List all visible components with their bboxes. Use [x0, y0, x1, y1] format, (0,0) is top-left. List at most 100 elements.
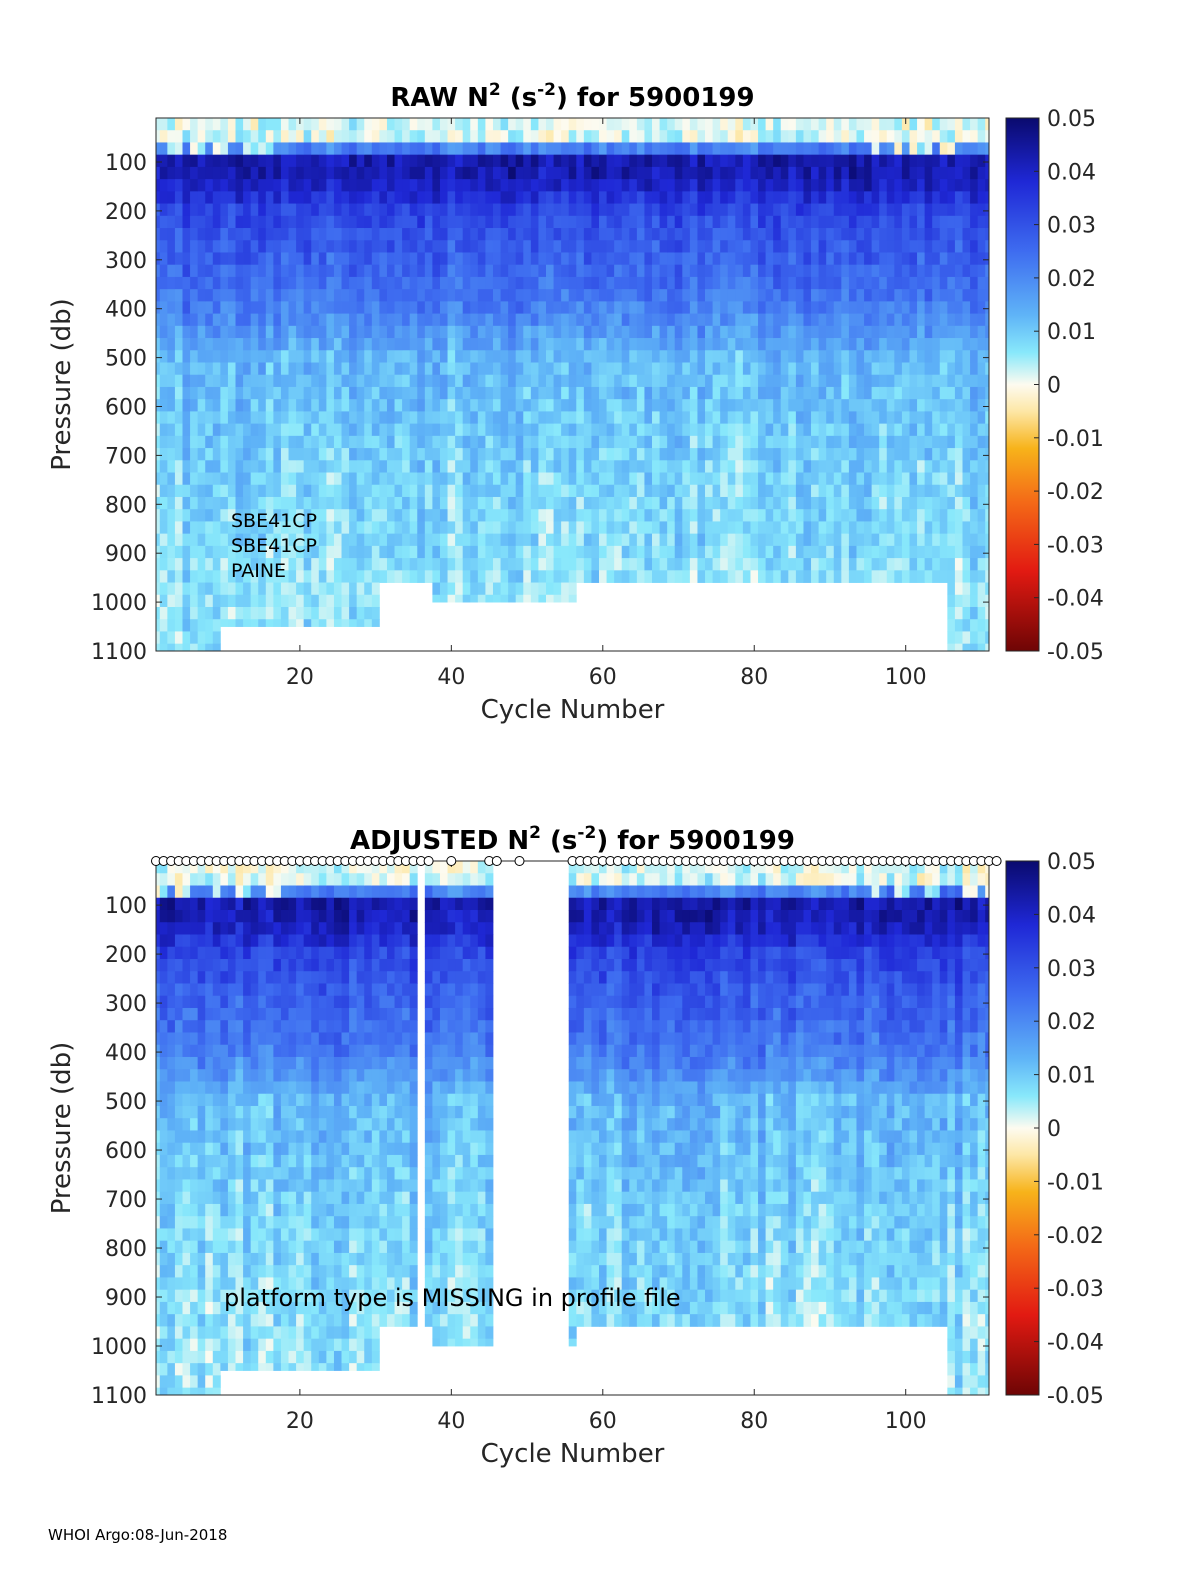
- heatmap-cell: [848, 215, 857, 229]
- heatmap-cell: [356, 509, 365, 522]
- heatmap-cell: [773, 313, 782, 327]
- heatmap-cell: [568, 350, 577, 363]
- heatmap-cell: [212, 606, 221, 620]
- heatmap-cell: [156, 1007, 161, 1021]
- heatmap-cell: [402, 130, 411, 143]
- heatmap-cell: [742, 435, 751, 449]
- heatmap-cell: [485, 350, 494, 363]
- heatmap-cell: [394, 472, 403, 486]
- heatmap-cell: [432, 558, 441, 571]
- heatmap-cell: [659, 118, 668, 131]
- heatmap-cell: [636, 472, 645, 486]
- heatmap-cell: [341, 252, 350, 266]
- heatmap-cell: [205, 533, 214, 547]
- heatmap-cell: [190, 1154, 199, 1168]
- heatmap-cell: [803, 313, 812, 327]
- heatmap-cell: [190, 1363, 199, 1376]
- heatmap-cell: [470, 411, 479, 425]
- heatmap-cell: [174, 350, 183, 363]
- heatmap-cell: [205, 885, 214, 899]
- heatmap-cell: [379, 179, 388, 192]
- heatmap-cell: [326, 166, 335, 180]
- heatmap-cell: [250, 435, 259, 449]
- heatmap-cell: [424, 240, 433, 253]
- heatmap-cell: [705, 558, 713, 571]
- heatmap-cell: [371, 386, 380, 400]
- heatmap-cell: [159, 1118, 168, 1131]
- heatmap-cell: [197, 1228, 206, 1242]
- heatmap-cell: [432, 325, 441, 339]
- heatmap-cell: [288, 594, 297, 608]
- heatmap-cell: [174, 1069, 183, 1082]
- heatmap-cell: [780, 203, 789, 217]
- heatmap-cell: [182, 1228, 191, 1242]
- heatmap-cell: [705, 496, 713, 510]
- heatmap-cell: [333, 484, 342, 498]
- heatmap-cell: [682, 313, 691, 327]
- heatmap-cell: [197, 1387, 206, 1396]
- heatmap-cell: [235, 861, 244, 874]
- heatmap-cell: [394, 228, 403, 241]
- heatmap-cell: [644, 362, 653, 376]
- heatmap-cell: [591, 118, 600, 131]
- heatmap-cell: [523, 301, 532, 314]
- heatmap-cell: [985, 166, 990, 180]
- heatmap-cell: [273, 411, 282, 425]
- heatmap-cell: [780, 374, 789, 388]
- heatmap-cell: [644, 240, 653, 253]
- heatmap-cell: [841, 533, 850, 547]
- heatmap-cell: [174, 1056, 183, 1070]
- heatmap-cell: [977, 154, 986, 168]
- heatmap-cell: [273, 545, 282, 559]
- heatmap-cell: [689, 472, 698, 486]
- heatmap-cell: [182, 228, 191, 241]
- heatmap-cell: [659, 386, 668, 400]
- heatmap-cell: [462, 325, 471, 339]
- heatmap-cell: [856, 570, 865, 583]
- heatmap-cell: [167, 1277, 176, 1291]
- heatmap-cell: [788, 142, 797, 156]
- heatmap-cell: [402, 264, 411, 278]
- heatmap-cell: [864, 166, 873, 180]
- heatmap-cell: [924, 558, 933, 571]
- heatmap-cell: [417, 301, 426, 314]
- heatmap-cell: [530, 118, 539, 131]
- heatmap-cell: [227, 448, 236, 461]
- heatmap-cell: [356, 264, 365, 278]
- heatmap-cell: [303, 215, 312, 229]
- heatmap-cell: [644, 435, 653, 449]
- heatmap-cell: [591, 472, 600, 486]
- heatmap-cell: [954, 472, 963, 486]
- heatmap-cell: [826, 154, 835, 168]
- heatmap-cell: [833, 228, 842, 241]
- heatmap-cell: [879, 313, 888, 327]
- heatmap-cell: [394, 289, 403, 302]
- heatmap-cell: [508, 594, 517, 603]
- heatmap-cell: [879, 338, 888, 351]
- heatmap-cell: [227, 558, 236, 571]
- heatmap-cell: [818, 215, 827, 229]
- heatmap-cell: [349, 154, 358, 168]
- heatmap-cell: [682, 423, 691, 437]
- heatmap-cell: [727, 289, 736, 302]
- heatmap-cell: [606, 362, 615, 376]
- heatmap-cell: [280, 472, 289, 486]
- heatmap-cell: [303, 118, 312, 131]
- heatmap-cell: [917, 252, 926, 266]
- heatmap-cell: [318, 399, 327, 412]
- heatmap-cell: [848, 435, 857, 449]
- heatmap-cell: [788, 289, 797, 302]
- heatmap-cell: [568, 472, 577, 486]
- heatmap-cell: [659, 374, 668, 388]
- heatmap-cell: [492, 338, 501, 351]
- heatmap-cell: [470, 350, 479, 363]
- heatmap-cell: [727, 545, 736, 559]
- heatmap-cell: [939, 301, 948, 314]
- heatmap-cell: [871, 166, 880, 180]
- heatmap-cell: [773, 301, 782, 314]
- heatmap-cell: [508, 240, 517, 253]
- heatmap-cell: [156, 130, 161, 143]
- heatmap-cell: [833, 386, 842, 400]
- heatmap-cell: [326, 203, 335, 217]
- heatmap-cell: [508, 154, 517, 168]
